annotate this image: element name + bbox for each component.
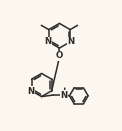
Text: O: O xyxy=(56,51,63,60)
Text: N: N xyxy=(67,37,75,46)
Text: N: N xyxy=(44,37,51,46)
Text: N: N xyxy=(27,87,34,96)
Text: N: N xyxy=(61,91,68,100)
